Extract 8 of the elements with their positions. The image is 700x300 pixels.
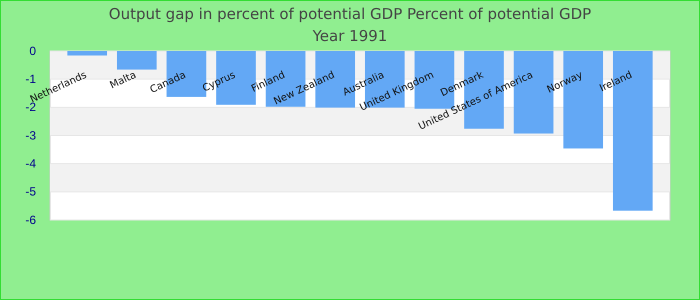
y-tick-label: -4 <box>25 156 36 171</box>
y-tick-label: 0 <box>29 44 36 58</box>
y-tick-label: -3 <box>25 128 36 142</box>
y-tick-label: -5 <box>25 184 36 199</box>
chart-subtitle: Year 1991 <box>312 27 388 45</box>
y-tick-label: -6 <box>25 212 36 227</box>
x-tick-label: Malta <box>108 70 138 92</box>
chart-title: Output gap in percent of potential GDP Percent of potential GDP <box>108 5 592 23</box>
